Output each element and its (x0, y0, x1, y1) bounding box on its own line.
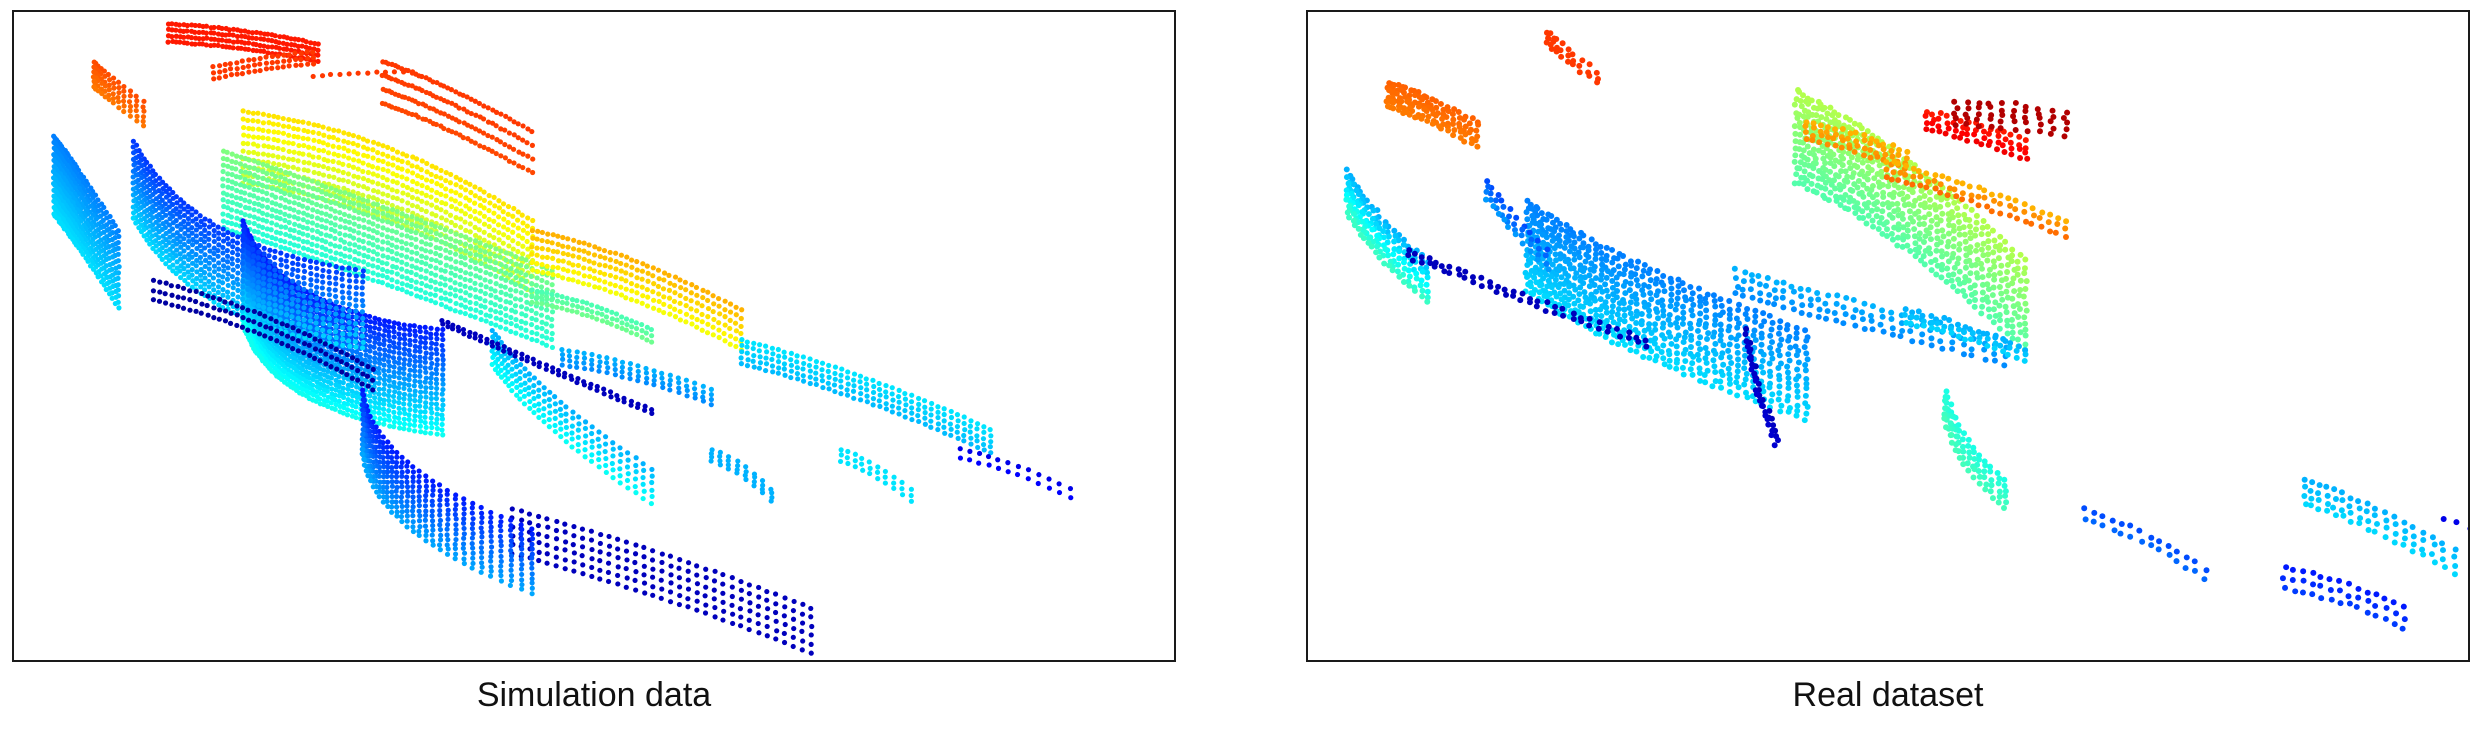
simulation-point-cloud-panel (12, 10, 1176, 662)
point-cloud-points (1343, 29, 2468, 632)
real-point-cloud-plot (1343, 29, 2468, 632)
point-cloud-points (50, 21, 1074, 656)
real-point-cloud-panel (1306, 10, 2470, 662)
simulation-caption: Simulation data (476, 676, 712, 714)
simulation-point-cloud-plot (50, 21, 1074, 656)
real-caption: Real dataset (1792, 676, 1984, 714)
